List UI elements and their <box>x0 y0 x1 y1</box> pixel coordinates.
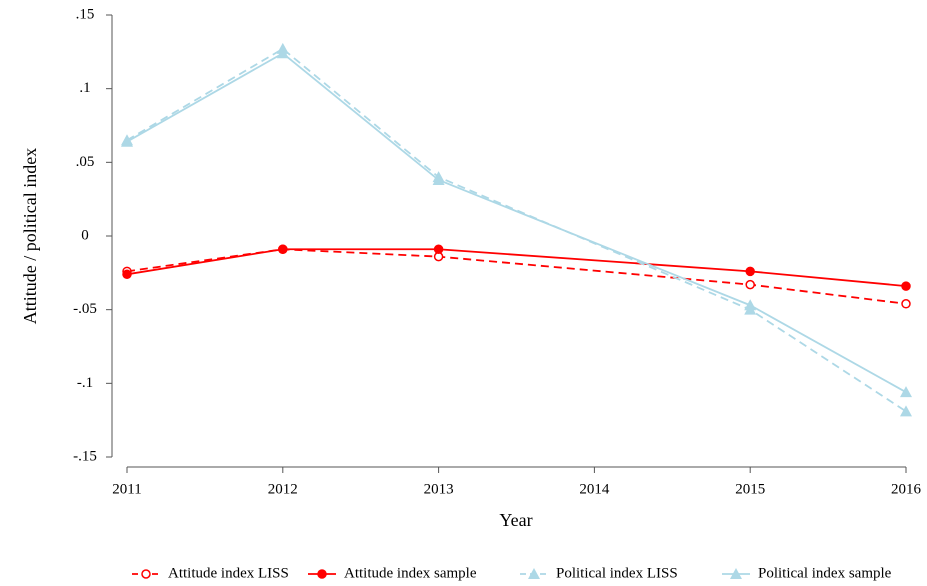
point <box>901 299 911 309</box>
legend-label: Attitude index LISS <box>168 565 289 581</box>
legend-label: Attitude index sample <box>344 565 477 581</box>
point <box>900 386 912 398</box>
y-tick-label: 0 <box>81 227 89 243</box>
legend-label: Political index sample <box>758 565 892 581</box>
point <box>745 266 755 277</box>
series-line <box>126 248 907 305</box>
y-tick-label: .05 <box>76 154 95 170</box>
point <box>432 174 445 186</box>
y-tick-label: -.1 <box>77 375 93 391</box>
x-tick-label: 2011 <box>112 481 141 497</box>
point <box>900 405 912 417</box>
point <box>744 299 757 311</box>
series-line <box>126 248 907 287</box>
point <box>276 47 289 59</box>
legend-marker <box>528 568 540 579</box>
x-tick-label: 2013 <box>424 481 454 497</box>
x-axis-label: Year <box>499 510 532 530</box>
point <box>745 279 755 290</box>
point <box>278 244 288 255</box>
y-tick-label: .15 <box>76 6 95 22</box>
x-tick-label: 2012 <box>268 481 298 497</box>
y-tick-label: -.05 <box>73 301 97 317</box>
x-tick-label: 2016 <box>891 481 922 497</box>
point <box>433 244 444 255</box>
point <box>121 135 133 147</box>
series-line <box>126 52 907 393</box>
y-tick-label: -.15 <box>73 448 97 464</box>
y-axis-label: Attitude / political index <box>20 148 40 324</box>
series-line <box>126 47 907 413</box>
legend-label: Political index LISS <box>556 565 678 581</box>
legend-marker <box>730 568 742 579</box>
y-tick-label: .1 <box>79 80 90 96</box>
x-tick-label: 2014 <box>579 481 610 497</box>
legend-marker <box>317 569 327 579</box>
x-tick-label: 2015 <box>735 481 765 497</box>
point <box>901 281 911 291</box>
point <box>122 269 132 280</box>
legend-marker <box>141 569 151 579</box>
